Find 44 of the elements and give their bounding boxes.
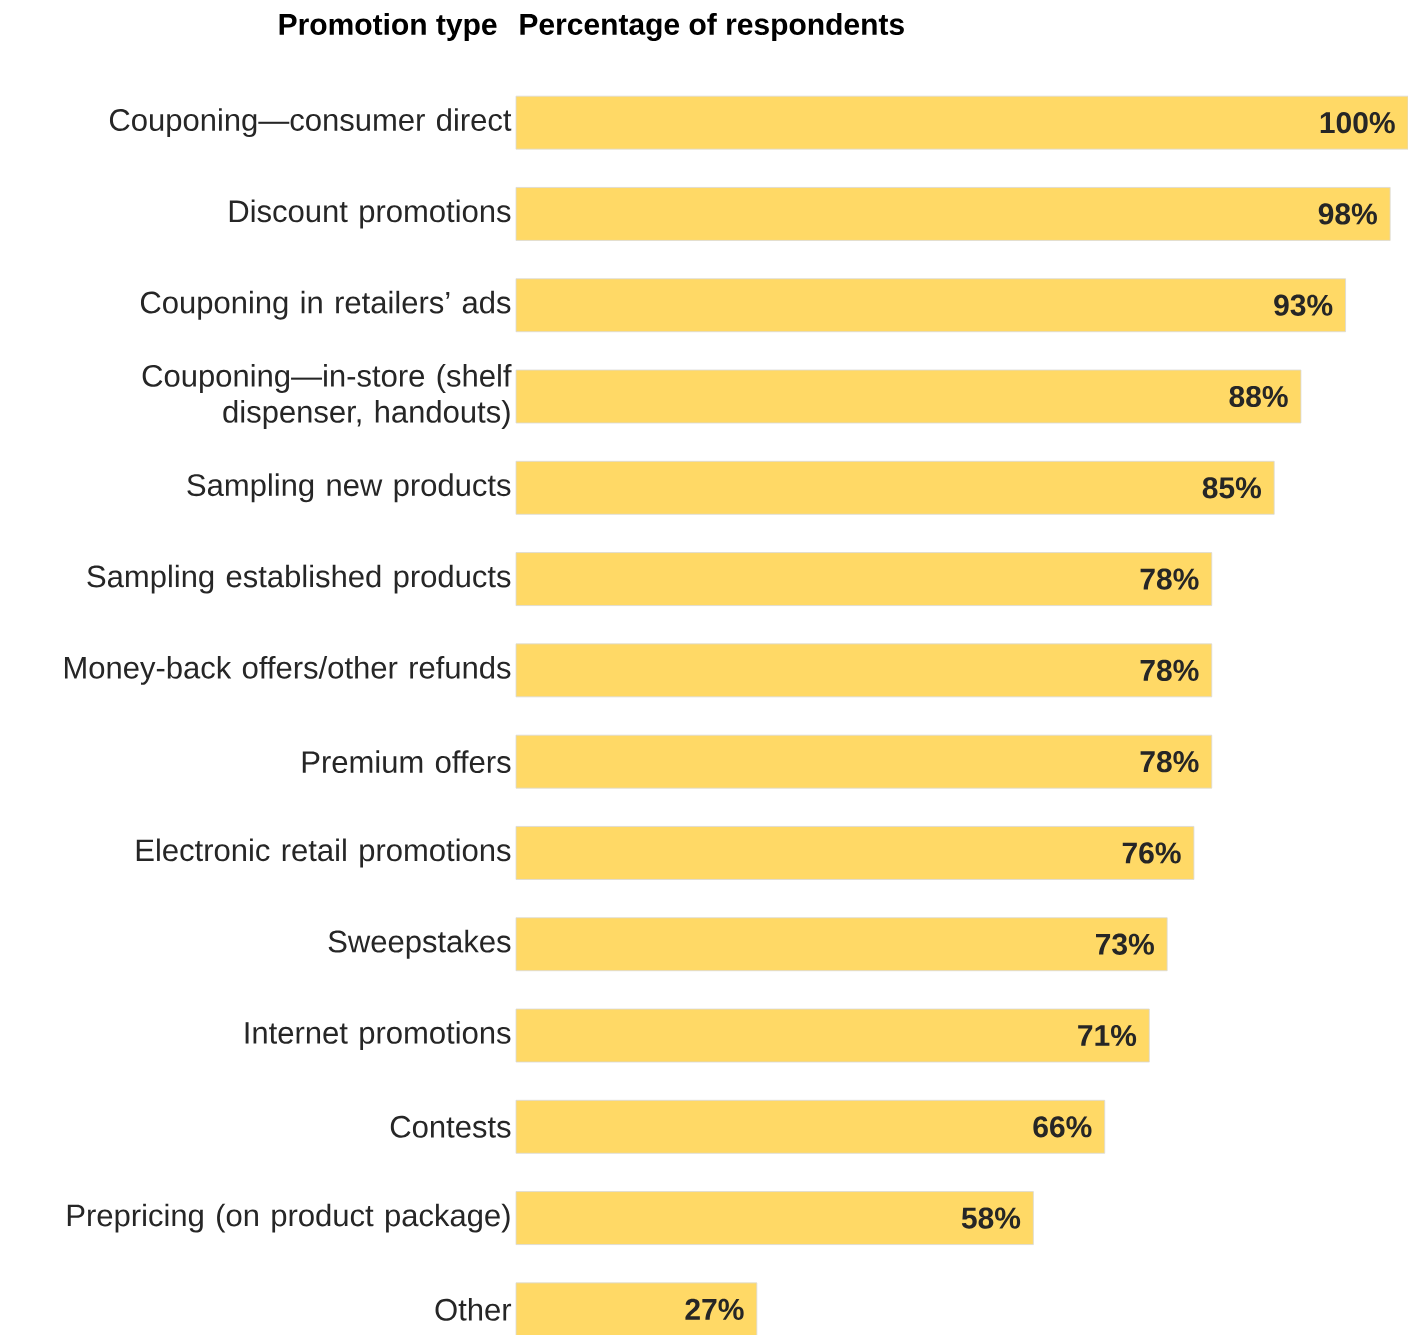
bar: [515, 95, 1408, 150]
bar: [515, 1008, 1150, 1063]
bar: [515, 917, 1168, 972]
data-label: 27%: [685, 1298, 744, 1320]
bar: [515, 826, 1195, 880]
bar: [515, 1282, 758, 1335]
y-tick-label: Discount promotions: [229, 199, 511, 229]
y-tick-label: Prepricing (on product package): [67, 1203, 510, 1233]
bar: [515, 187, 1391, 241]
data-label: 66%: [1033, 1116, 1092, 1138]
data-label: 58%: [961, 1207, 1021, 1229]
bar: [515, 369, 1302, 424]
data-label: 71%: [1078, 1024, 1137, 1047]
y-tick-label: Sweepstakes: [328, 929, 511, 959]
data-label: 98%: [1318, 203, 1377, 225]
data-label: 85%: [1202, 477, 1261, 499]
bar: [515, 460, 1275, 515]
y-tick-label: Internet promotions: [245, 1021, 511, 1050]
data-label: 73%: [1096, 933, 1154, 955]
data-label: 78%: [1140, 659, 1199, 681]
bar: [515, 643, 1213, 698]
y-tick-label: Money-back offers/other refunds: [64, 655, 511, 685]
y-tick-label: Couponing—consumer direct: [109, 108, 512, 138]
y-tick-label: Electronic retail promotions: [136, 838, 511, 868]
data-label: 78%: [1140, 568, 1199, 590]
data-label: 78%: [1140, 751, 1199, 773]
y-tick-label: Other: [435, 1298, 512, 1321]
y-axis-title: Promotion type: [279, 13, 497, 41]
bar: [515, 1191, 1034, 1245]
data-label: 76%: [1122, 842, 1181, 864]
y-tick-label: Contests: [390, 1115, 511, 1138]
y-tick-label: Couponing in retailers’ ads: [140, 290, 511, 320]
y-tick-label: Couponing—in-store (shelf dispenser, handouts): [142, 364, 512, 429]
y-tick-label: Sampling new products: [187, 473, 511, 503]
bar: [515, 278, 1346, 333]
data-label: 93%: [1274, 294, 1333, 316]
data-label: 100%: [1320, 112, 1395, 134]
y-tick-label: Sampling established products: [87, 564, 511, 594]
data-label: 88%: [1229, 385, 1288, 408]
bar: [515, 552, 1213, 606]
y-tick-label: Premium offers: [302, 750, 511, 774]
bar: [515, 1099, 1106, 1154]
x-axis-title: Percentage of respondents: [520, 12, 904, 42]
bar: [515, 734, 1213, 789]
